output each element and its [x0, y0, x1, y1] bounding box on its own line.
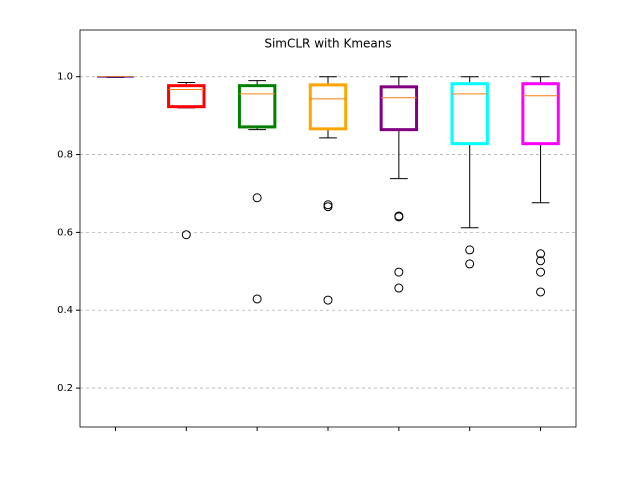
outlier: [465, 245, 475, 255]
box: [379, 85, 419, 132]
outlier: [465, 259, 475, 269]
y-tick-label: 1.0: [57, 72, 73, 83]
outlier: [394, 267, 404, 277]
outlier: [252, 193, 262, 203]
y-tick-label: 0.6: [57, 227, 73, 238]
y-tick-label: 0.4: [57, 305, 73, 316]
outlier: [536, 287, 546, 297]
outlier: [536, 249, 546, 259]
outlier: [536, 267, 546, 277]
y-tick-label: 0.2: [57, 383, 73, 394]
box: [167, 84, 206, 109]
outlier: [252, 294, 262, 304]
y-tick-label: 0.8: [57, 150, 73, 161]
outlier: [323, 295, 333, 305]
outlier: [323, 202, 333, 212]
chart-title: SimCLR with Kmeans: [264, 37, 391, 51]
outlier: [536, 256, 546, 266]
box: [450, 82, 489, 146]
outlier: [394, 283, 404, 293]
plot-frame: [79, 29, 577, 428]
box: [308, 83, 348, 131]
outlier: [181, 230, 191, 240]
box: [237, 84, 277, 129]
box: [521, 82, 560, 146]
outlier: [394, 212, 404, 222]
